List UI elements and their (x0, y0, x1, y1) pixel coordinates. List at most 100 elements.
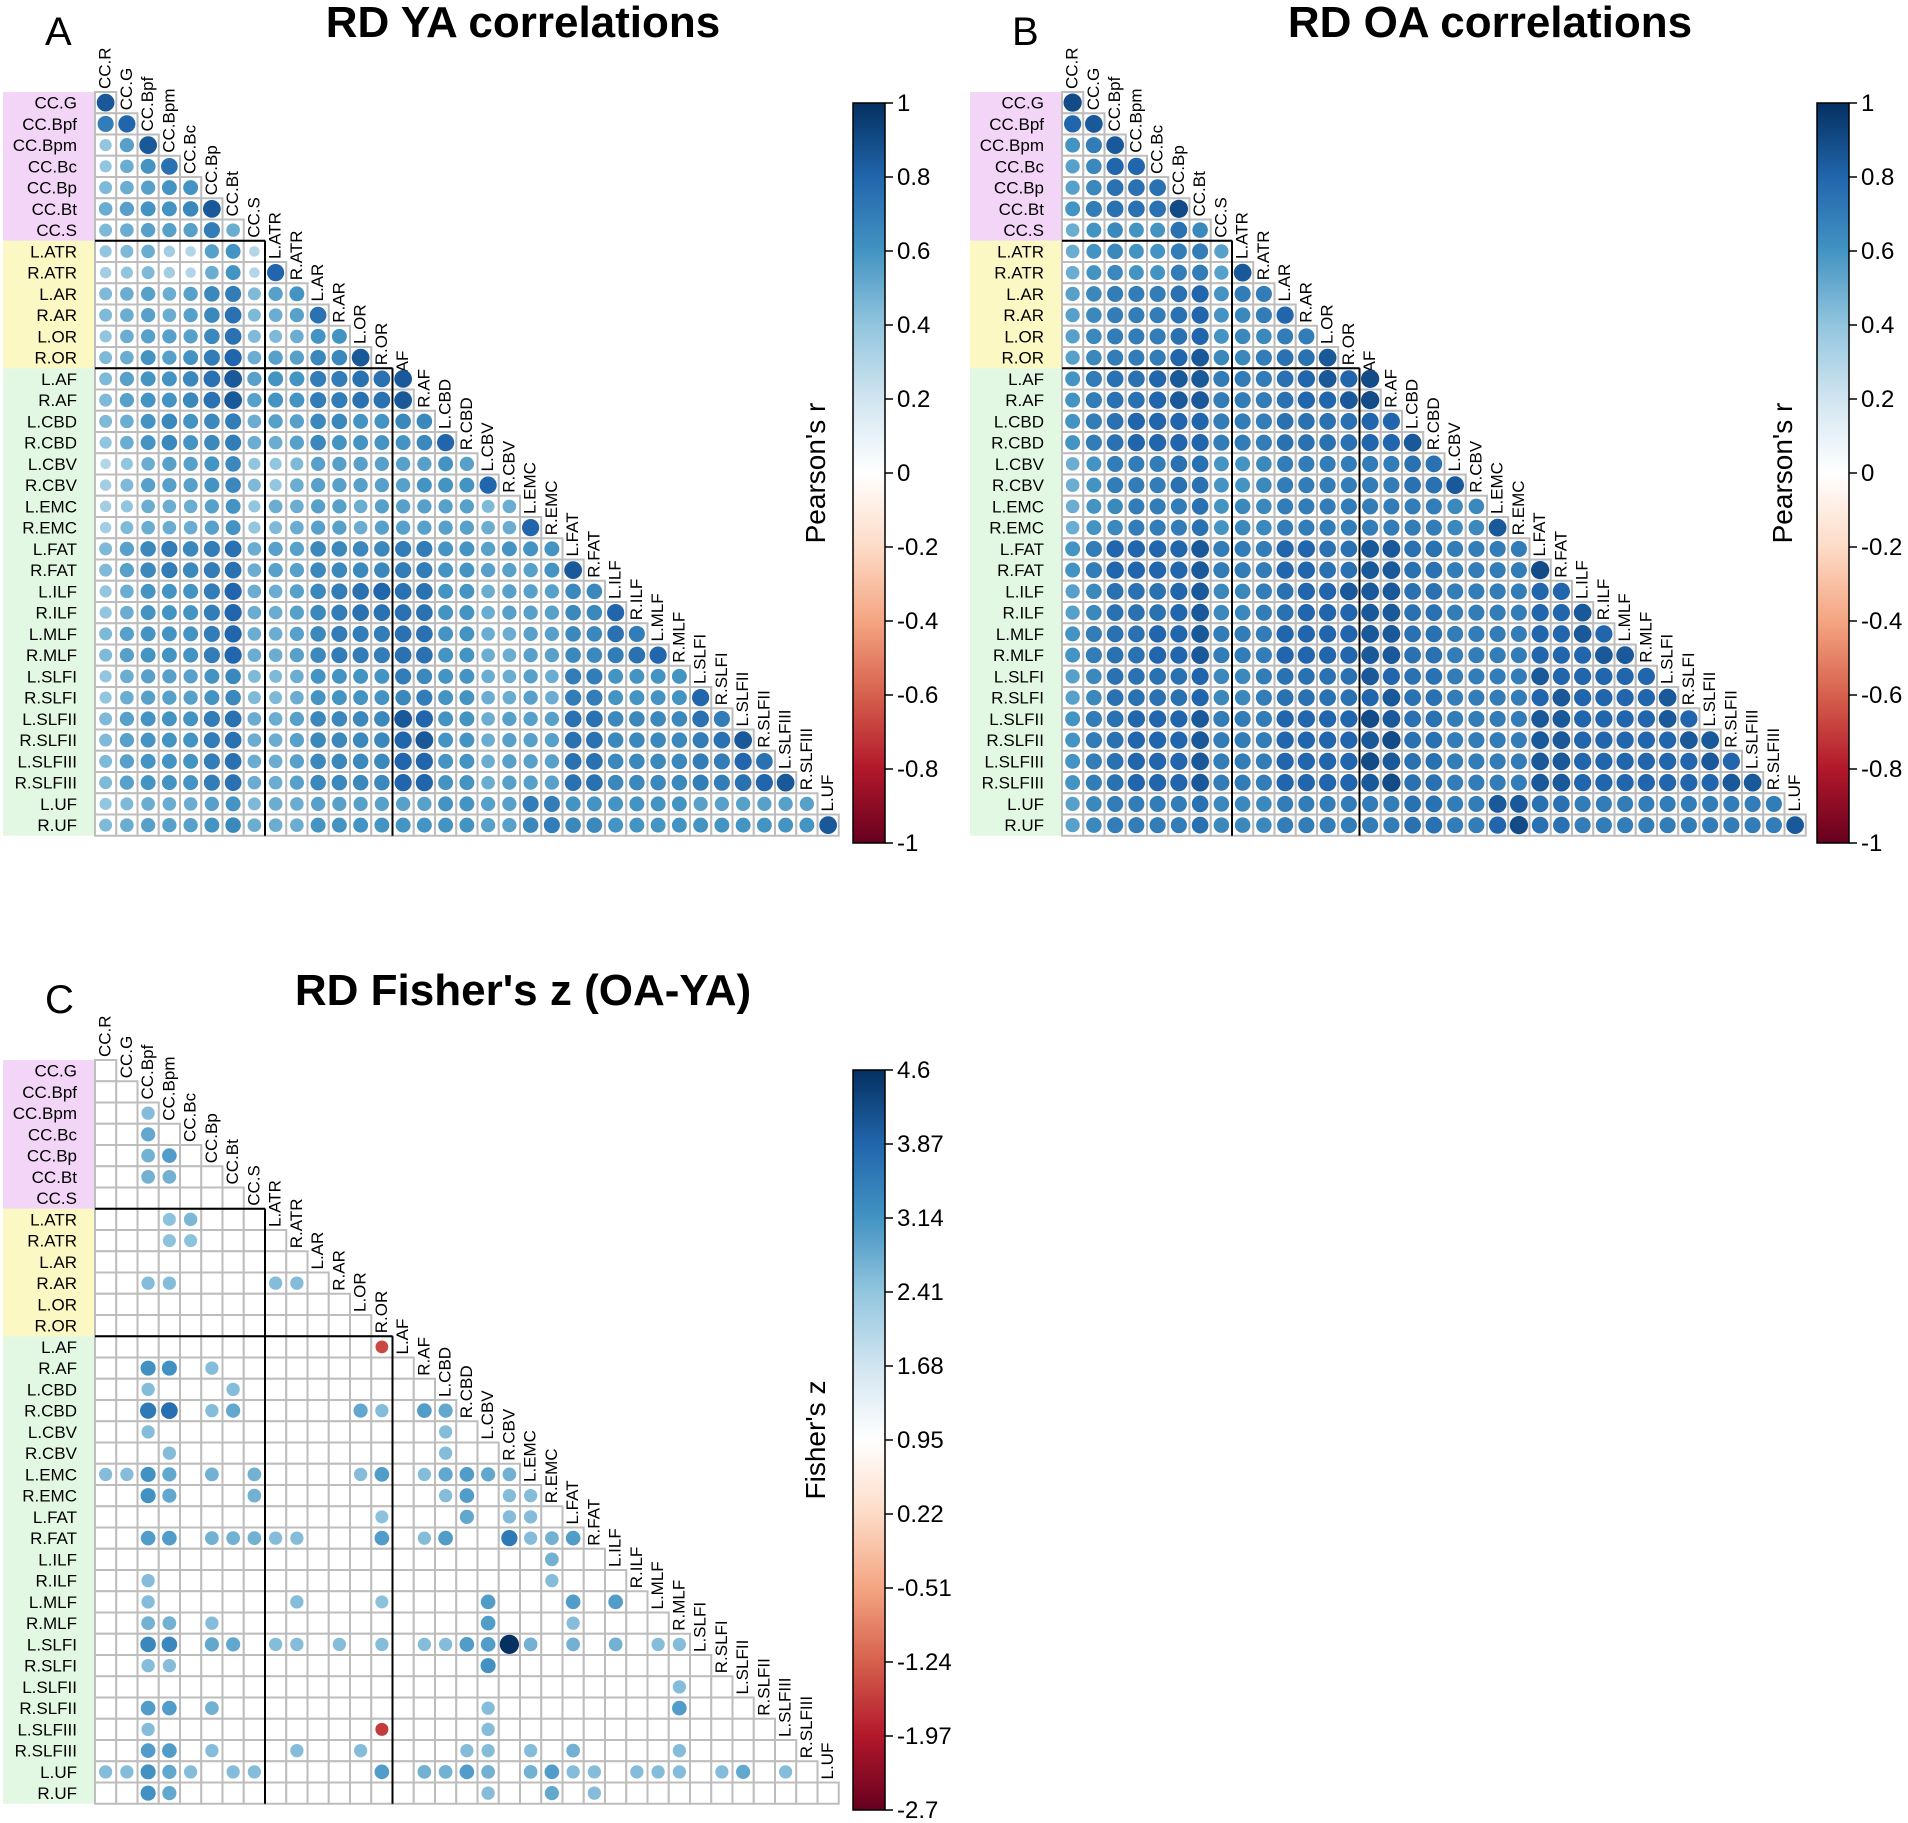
grid-cell (200, 1420, 224, 1444)
colorbar-tick-label: 0 (897, 460, 910, 487)
corr-circle-l-uf-r-slfii (1723, 795, 1740, 812)
corr-circle-r-uf-cc-bpm (1128, 817, 1145, 834)
grid-cell (94, 1229, 118, 1253)
colorbar-tick-label: 0.6 (1861, 238, 1894, 265)
grid-cell (604, 1717, 628, 1741)
grid-cell (115, 1165, 139, 1189)
grid-cell (136, 1229, 160, 1253)
z-circle-l-uf-l-fat (566, 1765, 580, 1779)
corr-circle-r-slfii-r-or (374, 732, 390, 748)
corr-circle-l-ar-cc-bt (225, 285, 242, 302)
grid-cell (370, 1675, 394, 1699)
corr-circle-r-emc-l-ar (1277, 519, 1294, 536)
corr-circle-l-slfiii-l-slfi (1659, 752, 1677, 770)
corr-circle-r-slfii-cc-bpm (1127, 731, 1145, 749)
z-circle-l-atr-cc-bc (183, 1212, 198, 1227)
corr-circle-r-mlf-l-ar (1276, 646, 1294, 664)
grid-cell (412, 1590, 436, 1614)
grid-cell (179, 1696, 203, 1720)
z-circle-l-mlf-cc-bpf (141, 1595, 155, 1609)
row-group-shading (3, 92, 95, 241)
z-circle-l-slfiii-r-or (375, 1722, 389, 1736)
corr-circle-r-or-cc-bc (183, 350, 199, 366)
grid-cell (412, 1654, 436, 1678)
colorbar-tick-label: 3.14 (897, 1205, 944, 1232)
corr-circle-r-slfiii-r-ilf (629, 774, 645, 791)
grid-cell (349, 1611, 373, 1635)
corr-circle-l-or-cc-r (1065, 329, 1080, 344)
grid-cell (349, 1526, 373, 1550)
grid-cell (434, 1654, 458, 1678)
z-circle-l-mlf-l-cbv (480, 1594, 496, 1610)
grid-cell (242, 1335, 266, 1359)
grid-cell (264, 1377, 288, 1401)
corr-circle-cc-bt-cc-bp (1169, 199, 1189, 219)
corr-circle-r-uf-r-ar (1298, 817, 1315, 834)
corr-circle-r-cbv-l-or (353, 477, 368, 493)
corr-circle-r-mlf-l-cbd (438, 647, 454, 663)
corr-circle-r-uf-r-mlf (1638, 817, 1655, 834)
grid-cell (179, 1356, 203, 1380)
col-label-cc-bpf: CC.Bpf (1105, 76, 1124, 131)
grid-cell (391, 1399, 415, 1423)
corr-circle-l-cbd-r-atr (289, 414, 305, 429)
z-circle-r-fat-r-af (417, 1531, 432, 1545)
corr-circle-r-emc-r-af (1383, 519, 1400, 536)
row-label-r-slfiii: R.SLFIII (15, 774, 77, 793)
grid-cell (646, 1696, 670, 1720)
corr-circle-l-af-r-ar (1297, 370, 1315, 388)
corr-circle-r-mlf-cc-s (247, 648, 262, 662)
grid-cell (306, 1399, 330, 1423)
corr-circle-l-or-cc-bt (224, 328, 242, 345)
corr-circle-r-cbv-r-af (416, 477, 432, 493)
colorbar-tick-label: -1 (1861, 830, 1882, 857)
corr-circle-r-slfii-r-slfi (1680, 731, 1698, 749)
corr-circle-r-slfiii-cc-bc (1149, 774, 1167, 792)
z-circle-r-fat-r-emc (545, 1531, 559, 1545)
grid-cell (94, 1080, 118, 1104)
corr-circle-l-cbd-cc-s (247, 414, 262, 429)
corr-circle-r-slfi-r-cbv (1468, 689, 1485, 706)
corr-circle-r-af-l-ar (310, 392, 327, 409)
corr-circle-cc-bc-cc-bpm (1127, 157, 1145, 175)
corr-circle-l-emc-cc-bpm (162, 499, 177, 514)
corr-circle-l-slfii-cc-bt (224, 710, 242, 728)
corr-circle-l-fat-l-emc (1489, 540, 1506, 557)
corr-circle-r-slfi-r-emc (1510, 689, 1527, 706)
z-circle-r-slfiii-cc-bpf (140, 1743, 156, 1758)
z-circle-r-slfii-cc-bpf (140, 1700, 156, 1716)
row-label-cc-g: CC.G (35, 94, 78, 113)
grid-cell (157, 1590, 181, 1614)
grid-cell (221, 1547, 245, 1571)
row-label-l-atr: L.ATR (997, 242, 1044, 261)
corr-circle-r-uf-cc-bc (183, 817, 198, 833)
corr-circle-l-slfii-r-ar (331, 711, 348, 727)
z-circle-r-cbd-r-af (417, 1403, 432, 1418)
corr-circle-l-cbd-l-or (1319, 413, 1336, 430)
corr-circle-cc-s-cc-r (1065, 223, 1080, 237)
corr-circle-r-emc-cc-g (1086, 520, 1102, 536)
row-label-l-emc: L.EMC (992, 497, 1044, 516)
grid-cell (306, 1292, 330, 1316)
corr-circle-r-slfiii-cc-bt (1191, 773, 1209, 792)
corr-circle-l-mlf-r-ilf (1595, 625, 1613, 643)
corr-circle-l-cbd-l-ar (1276, 413, 1294, 430)
grid-cell (412, 1611, 436, 1635)
corr-circle-r-cbv-cc-bpm (1128, 477, 1145, 494)
grid-cell (264, 1781, 288, 1805)
corr-circle-r-atr-cc-bt (1192, 264, 1209, 281)
corr-circle-r-mlf-l-af (394, 646, 412, 664)
corr-circle-l-mlf-r-cbd (1425, 625, 1443, 643)
corr-circle-l-ilf-l-or (1319, 582, 1337, 600)
grid-cell (94, 1505, 118, 1529)
corr-circle-r-mlf-r-ar (1297, 646, 1315, 664)
grid-cell (115, 1229, 139, 1253)
corr-circle-l-mlf-r-emc (544, 626, 560, 642)
grid-cell (285, 1654, 309, 1678)
grid-cell (94, 1314, 118, 1338)
corr-circle-r-slfiii-l-atr (268, 775, 283, 790)
corr-circle-r-slfii-l-mlf (1616, 731, 1634, 749)
corr-circle-r-or-cc-g (120, 350, 134, 365)
corr-circle-r-cbv-l-ar (1277, 477, 1294, 494)
z-circle-r-ilf-r-emc (545, 1573, 559, 1588)
